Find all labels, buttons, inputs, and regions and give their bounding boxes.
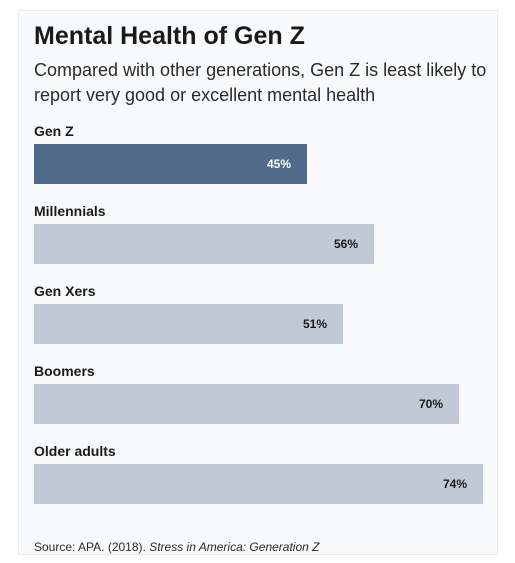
category-label: Older adults	[34, 443, 116, 459]
bar	[34, 464, 483, 504]
value-label: 70%	[419, 397, 443, 411]
source-note: Source: APA. (2018). Stress in America: …	[34, 540, 319, 554]
category-label: Gen Z	[34, 123, 74, 139]
source-title: Stress in America: Generation Z	[149, 540, 320, 554]
value-label: 74%	[443, 477, 467, 491]
value-label: 45%	[267, 157, 291, 171]
value-label: 56%	[334, 237, 358, 251]
category-label: Gen Xers	[34, 283, 96, 299]
value-label: 51%	[303, 317, 327, 331]
bar	[34, 304, 343, 344]
category-label: Millennials	[34, 203, 106, 219]
category-label: Boomers	[34, 363, 95, 379]
bar	[34, 144, 307, 184]
source-prefix: Source: APA. (2018).	[34, 540, 146, 554]
bar	[34, 384, 459, 424]
bar	[34, 224, 374, 264]
chart-subtitle: Compared with other generations, Gen Z i…	[34, 60, 487, 105]
chart-title: Mental Health of Gen Z	[34, 22, 305, 50]
